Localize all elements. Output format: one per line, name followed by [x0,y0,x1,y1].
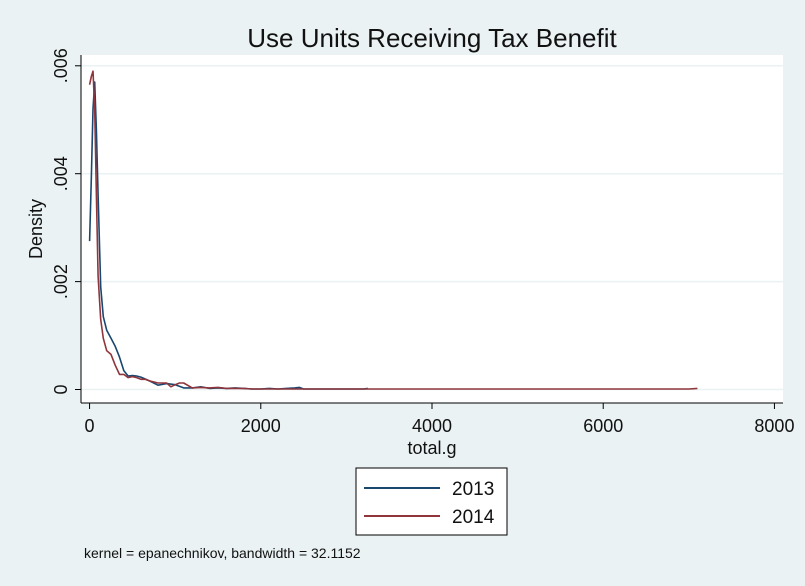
chart-title: Use Units Receiving Tax Benefit [247,23,617,53]
legend-box [355,467,508,536]
series-line-2013 [88,81,368,390]
x-axis-label: total.g [407,438,456,458]
series-line-2014 [88,70,698,390]
x-tick-label-1: 2000 [241,416,281,436]
plot-area [81,55,783,403]
x-tick-label-2: 4000 [412,416,452,436]
legend: 2013 2014 [355,467,508,536]
y-tick-label-3: .006 [51,48,71,83]
y-axis-label: Density [26,199,46,259]
x-tick-label-4: 8000 [754,416,794,436]
series-lines [88,70,698,390]
axis-ticks: 0 .002 .004 .006 0 2000 4000 6000 8000 [51,48,794,436]
y-tick-label-2: .004 [51,156,71,191]
kernel-note: kernel = epanechnikov, bandwidth = 32.11… [84,545,361,561]
x-tick-label-3: 6000 [583,416,623,436]
y-tick-label-1: .002 [51,264,71,299]
x-tick-label-0: 0 [85,416,95,436]
legend-label-2014: 2014 [452,507,495,528]
y-tick-label-0: 0 [51,385,71,395]
legend-label-2013: 2013 [452,479,494,500]
